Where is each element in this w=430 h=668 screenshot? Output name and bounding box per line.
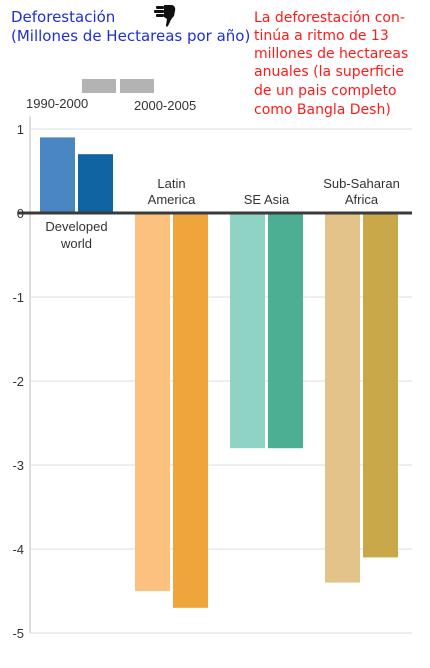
y-tick-label: -5: [12, 626, 24, 641]
chart-title: Deforestación (Millones de Hectareas por…: [11, 8, 250, 45]
bar: [325, 213, 360, 583]
note-line-3: millones de hectareas: [254, 46, 408, 62]
thumbs-down-icon: [154, 5, 176, 27]
legend-label-1990-2000: 1990-2000: [26, 96, 88, 111]
legend-swatch-1990-2000: [82, 79, 116, 93]
category-label: Africa: [345, 192, 379, 207]
y-axis-ticks: 1 0 -1 -2 -3 -4 -5: [12, 122, 24, 641]
legend: 1990-2000 2000-2005: [26, 79, 196, 113]
bar: [363, 213, 398, 558]
title-line-1: Deforestación: [11, 8, 115, 26]
note-line-1: La deforestación con-: [254, 10, 405, 26]
y-tick-label: -2: [12, 374, 24, 389]
y-tick-label: 0: [17, 206, 24, 221]
legend-swatch-2000-2005: [120, 79, 154, 93]
bar: [78, 154, 113, 213]
note-line-4: anuales (la superficie: [254, 64, 404, 80]
bar: [230, 213, 265, 449]
title-line-2: (Millones de Hectareas por año): [11, 27, 250, 45]
annotation-note: La deforestación con- tinúa a ritmo de 1…: [254, 10, 408, 118]
category-label: world: [60, 236, 92, 251]
y-tick-label: -3: [12, 458, 24, 473]
category-label: America: [148, 192, 196, 207]
bar: [268, 213, 303, 449]
category-label: Developed: [45, 219, 107, 234]
bar: [40, 137, 75, 213]
legend-label-2000-2005: 2000-2005: [134, 98, 196, 113]
bar: [173, 213, 208, 608]
y-tick-label: -4: [12, 542, 24, 557]
category-label: Latin: [157, 176, 185, 191]
note-line-2: tinúa a ritmo de 13: [254, 28, 389, 44]
y-tick-label: -1: [12, 290, 24, 305]
category-label: Sub-Saharan: [323, 176, 400, 191]
bar: [135, 213, 170, 591]
category-label: SE Asia: [244, 192, 290, 207]
grid: [29, 116, 412, 634]
note-line-6: como Bangla Desh): [254, 102, 391, 118]
y-tick-label: 1: [17, 122, 24, 137]
note-line-5: de un pais completo: [254, 83, 397, 99]
bars: [40, 137, 398, 608]
